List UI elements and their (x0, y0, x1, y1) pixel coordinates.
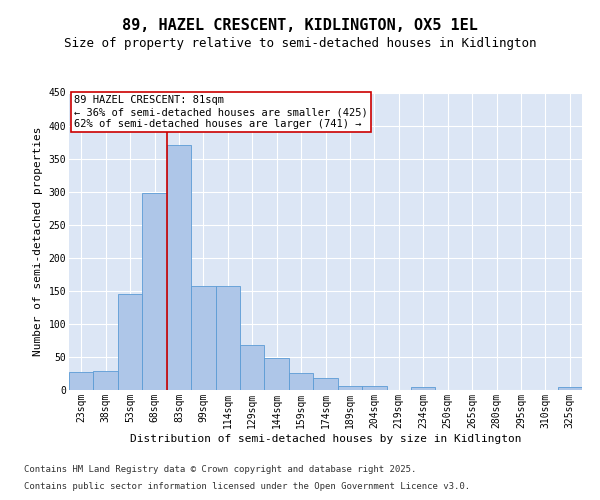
Bar (215, 286, 240, 390)
Bar (191, 286, 215, 390)
Bar (142, 193, 167, 390)
Y-axis label: Number of semi-detached properties: Number of semi-detached properties (33, 126, 43, 356)
Text: Contains HM Land Registry data © Crown copyright and database right 2025.: Contains HM Land Registry data © Crown c… (24, 465, 416, 474)
Bar (69, 372, 94, 390)
Bar (118, 294, 142, 390)
Bar (313, 378, 338, 390)
Text: 89, HAZEL CRESCENT, KIDLINGTON, OX5 1EL: 89, HAZEL CRESCENT, KIDLINGTON, OX5 1EL (122, 18, 478, 32)
Text: Contains public sector information licensed under the Open Government Licence v3: Contains public sector information licen… (24, 482, 470, 491)
Bar (94, 371, 118, 390)
Bar (167, 146, 191, 390)
Bar (411, 388, 436, 390)
Bar (240, 345, 265, 390)
Text: Size of property relative to semi-detached houses in Kidlington: Size of property relative to semi-detach… (64, 38, 536, 51)
Bar (557, 388, 582, 390)
Text: 89 HAZEL CRESCENT: 81sqm
← 36% of semi-detached houses are smaller (425)
62% of : 89 HAZEL CRESCENT: 81sqm ← 36% of semi-d… (74, 96, 368, 128)
Bar (265, 358, 289, 390)
Bar (362, 386, 386, 390)
X-axis label: Distribution of semi-detached houses by size in Kidlington: Distribution of semi-detached houses by … (130, 434, 521, 444)
Bar (289, 374, 313, 390)
Bar (338, 386, 362, 390)
